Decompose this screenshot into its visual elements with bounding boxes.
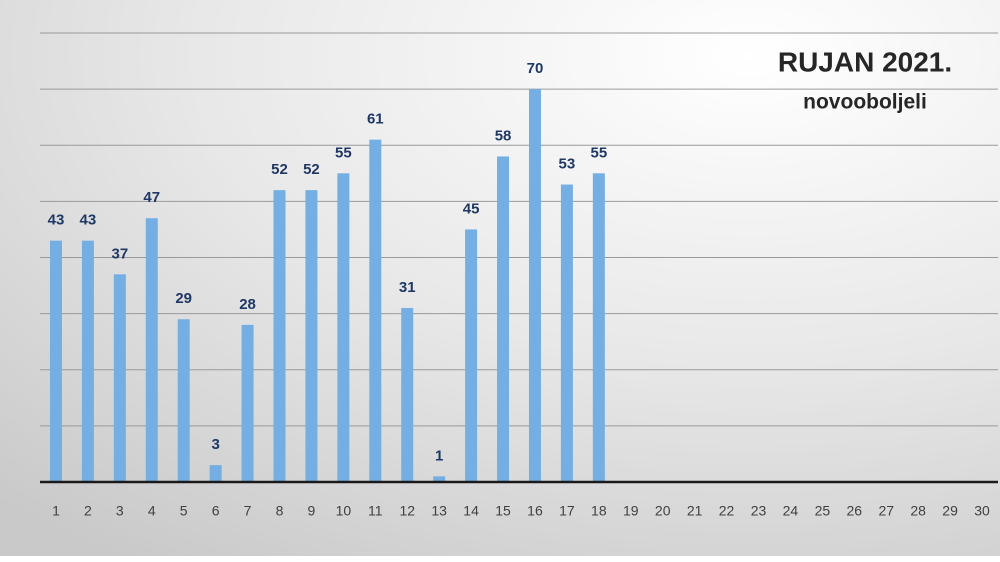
bar (560, 184, 573, 482)
data-label: 61 (367, 111, 384, 128)
bar (305, 190, 318, 482)
bar (81, 240, 94, 482)
data-label: 37 (111, 245, 128, 262)
x-tick-label: 17 (559, 503, 575, 519)
x-tick-label: 8 (276, 503, 284, 519)
x-tick-label: 15 (495, 503, 511, 519)
data-label: 53 (559, 156, 576, 173)
bar (497, 156, 510, 482)
data-label: 31 (399, 279, 416, 296)
x-tick-label: 26 (847, 503, 863, 519)
x-tick-label: 22 (719, 503, 735, 519)
data-label: 58 (495, 127, 512, 144)
x-tick-label: 2 (84, 503, 92, 519)
data-label: 55 (335, 144, 352, 161)
data-label: 43 (48, 212, 65, 229)
bar (433, 476, 446, 482)
data-label: 3 (211, 436, 219, 453)
chart-subtitle: novooboljeli (803, 91, 927, 114)
bar (113, 274, 126, 482)
x-tick-label: 12 (399, 503, 415, 519)
x-tick-label: 13 (431, 503, 447, 519)
x-tick-label: 21 (687, 503, 703, 519)
bar (209, 465, 222, 482)
x-tick-label: 3 (116, 503, 124, 519)
bar (273, 190, 286, 482)
data-label: 28 (239, 296, 256, 313)
data-label: 43 (80, 212, 97, 229)
x-tick-label: 11 (368, 503, 383, 519)
data-label: 70 (527, 60, 544, 77)
x-tick-label: 27 (878, 503, 894, 519)
x-tick-label: 20 (655, 503, 671, 519)
data-label: 1 (435, 447, 443, 464)
bar (49, 240, 62, 482)
bar (241, 324, 254, 482)
x-tick-label: 14 (463, 503, 479, 519)
data-label: 45 (463, 200, 480, 217)
x-tick-label: 24 (783, 503, 799, 519)
x-tick-label: 30 (974, 503, 990, 519)
bar (401, 308, 414, 482)
data-label: 55 (590, 144, 607, 161)
bar (337, 173, 350, 482)
x-tick-label: 6 (212, 503, 220, 519)
x-tick-label: 5 (180, 503, 188, 519)
data-label: 52 (303, 161, 320, 178)
bar (145, 218, 158, 482)
x-tick-label: 10 (336, 503, 352, 519)
data-label: 29 (175, 290, 192, 307)
x-tick-label: 28 (910, 503, 926, 519)
x-tick-label: 1 (52, 503, 60, 519)
x-tick-label: 16 (527, 503, 543, 519)
x-tick-label: 19 (623, 503, 639, 519)
bar (465, 229, 478, 482)
bar (528, 89, 541, 482)
bar (592, 173, 605, 482)
x-tick-label: 25 (815, 503, 831, 519)
x-tick-label: 18 (591, 503, 607, 519)
chart-title: RUJAN 2021. (778, 46, 952, 77)
bar (369, 139, 382, 482)
x-tick-label: 9 (308, 503, 316, 519)
x-tick-label: 23 (751, 503, 767, 519)
data-label: 47 (143, 189, 160, 206)
bar (177, 319, 190, 482)
x-tick-label: 7 (244, 503, 252, 519)
data-label: 52 (271, 161, 288, 178)
x-tick-label: 4 (148, 503, 156, 519)
x-tick-label: 29 (942, 503, 958, 519)
